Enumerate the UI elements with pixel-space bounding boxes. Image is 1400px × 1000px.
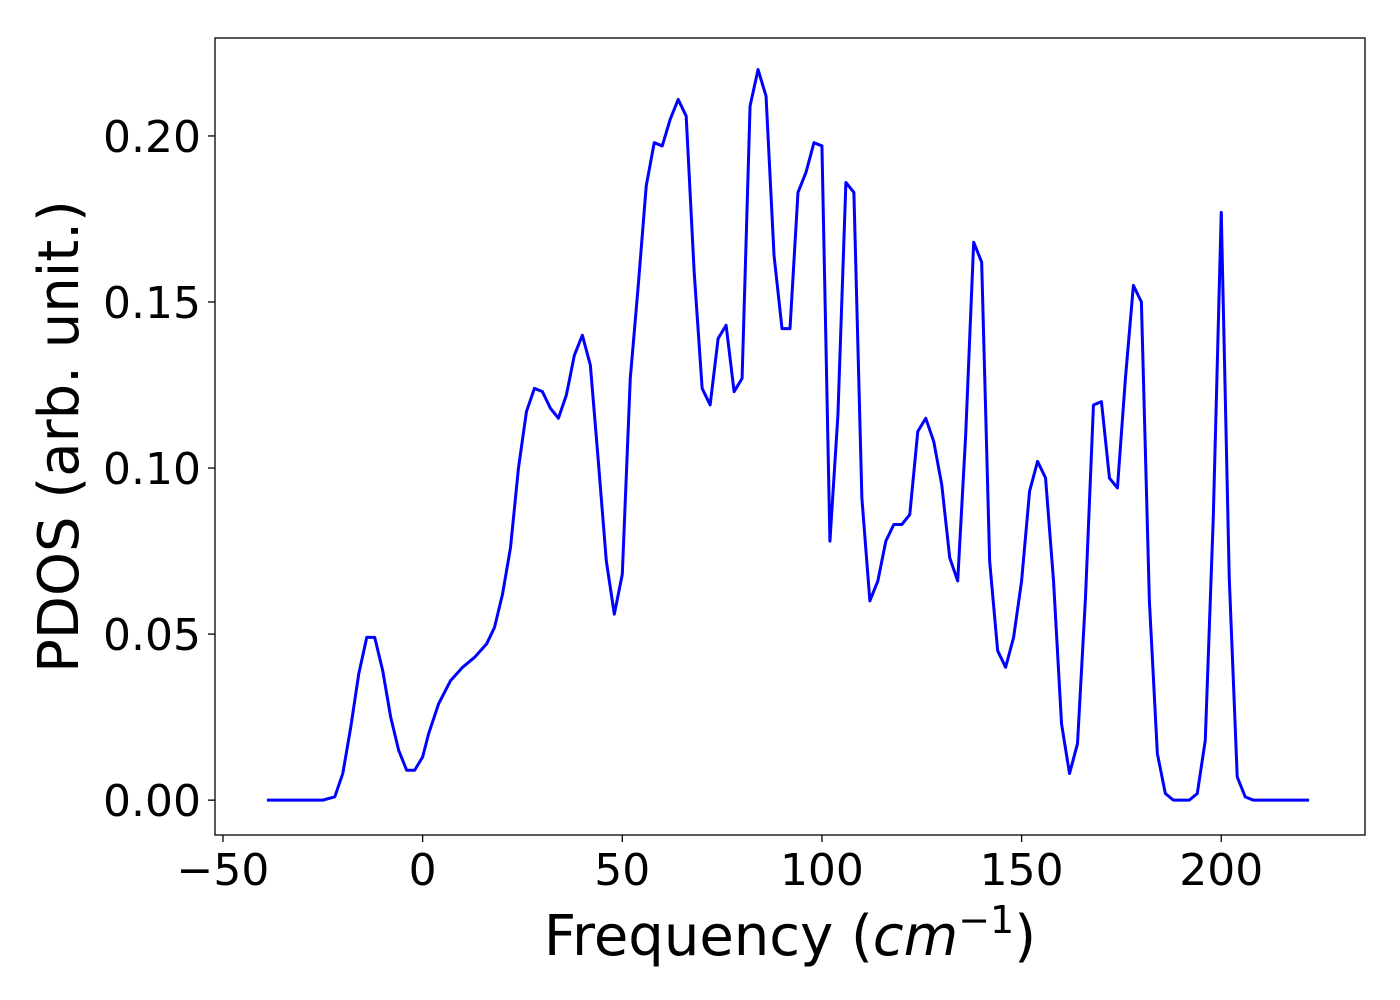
x-tick-label: 0 xyxy=(409,845,437,896)
x-axis-label: Frequency (cm−1) xyxy=(544,898,1036,969)
y-axis-ticks: 0.00 0.05 0.10 0.15 0.20 xyxy=(103,112,215,827)
y-tick-label: 0.15 xyxy=(103,278,201,329)
x-tick-label: −50 xyxy=(177,845,270,896)
y-axis-label: PDOS (arb. unit.) xyxy=(27,200,92,673)
x-tick-label: 50 xyxy=(594,845,650,896)
plot-area xyxy=(214,37,1366,836)
y-tick-label: 0.20 xyxy=(103,112,201,163)
y-tick-label: 0.00 xyxy=(103,776,201,827)
pdos-series-line-0 xyxy=(266,68,1310,802)
y-tick-label: 0.05 xyxy=(103,610,201,661)
x-tick-label: 150 xyxy=(980,845,1064,896)
x-axis-ticks: −50 0 50 100 150 200 xyxy=(177,835,1263,896)
series-layer xyxy=(266,68,1310,802)
x-tick-label: 200 xyxy=(1179,845,1263,896)
y-tick-label: 0.10 xyxy=(103,444,201,495)
x-tick-label: 100 xyxy=(780,845,864,896)
axes-frame xyxy=(214,37,1366,836)
